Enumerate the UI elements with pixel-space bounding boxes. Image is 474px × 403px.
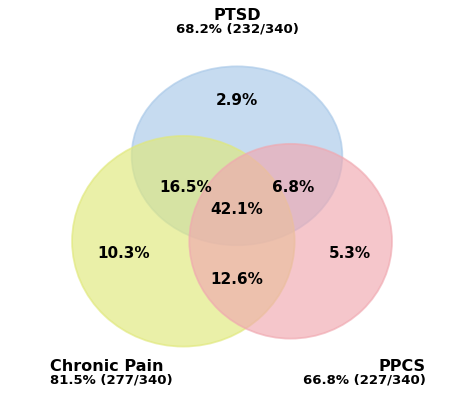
Text: 10.3%: 10.3%: [98, 246, 150, 261]
Text: PTSD: PTSD: [213, 8, 261, 23]
Text: 5.3%: 5.3%: [329, 246, 371, 261]
Ellipse shape: [72, 136, 295, 347]
Text: PPCS: PPCS: [379, 359, 426, 374]
Text: 16.5%: 16.5%: [159, 180, 212, 195]
Text: 81.5% (277/340): 81.5% (277/340): [50, 374, 173, 387]
Text: 42.1%: 42.1%: [210, 202, 264, 217]
Text: 66.8% (227/340): 66.8% (227/340): [303, 374, 426, 387]
Text: 2.9%: 2.9%: [216, 93, 258, 108]
Text: 6.8%: 6.8%: [272, 180, 314, 195]
Ellipse shape: [132, 66, 342, 245]
Ellipse shape: [189, 144, 392, 339]
Text: 12.6%: 12.6%: [210, 272, 264, 287]
Text: 68.2% (232/340): 68.2% (232/340): [175, 22, 299, 35]
Text: Chronic Pain: Chronic Pain: [50, 359, 164, 374]
